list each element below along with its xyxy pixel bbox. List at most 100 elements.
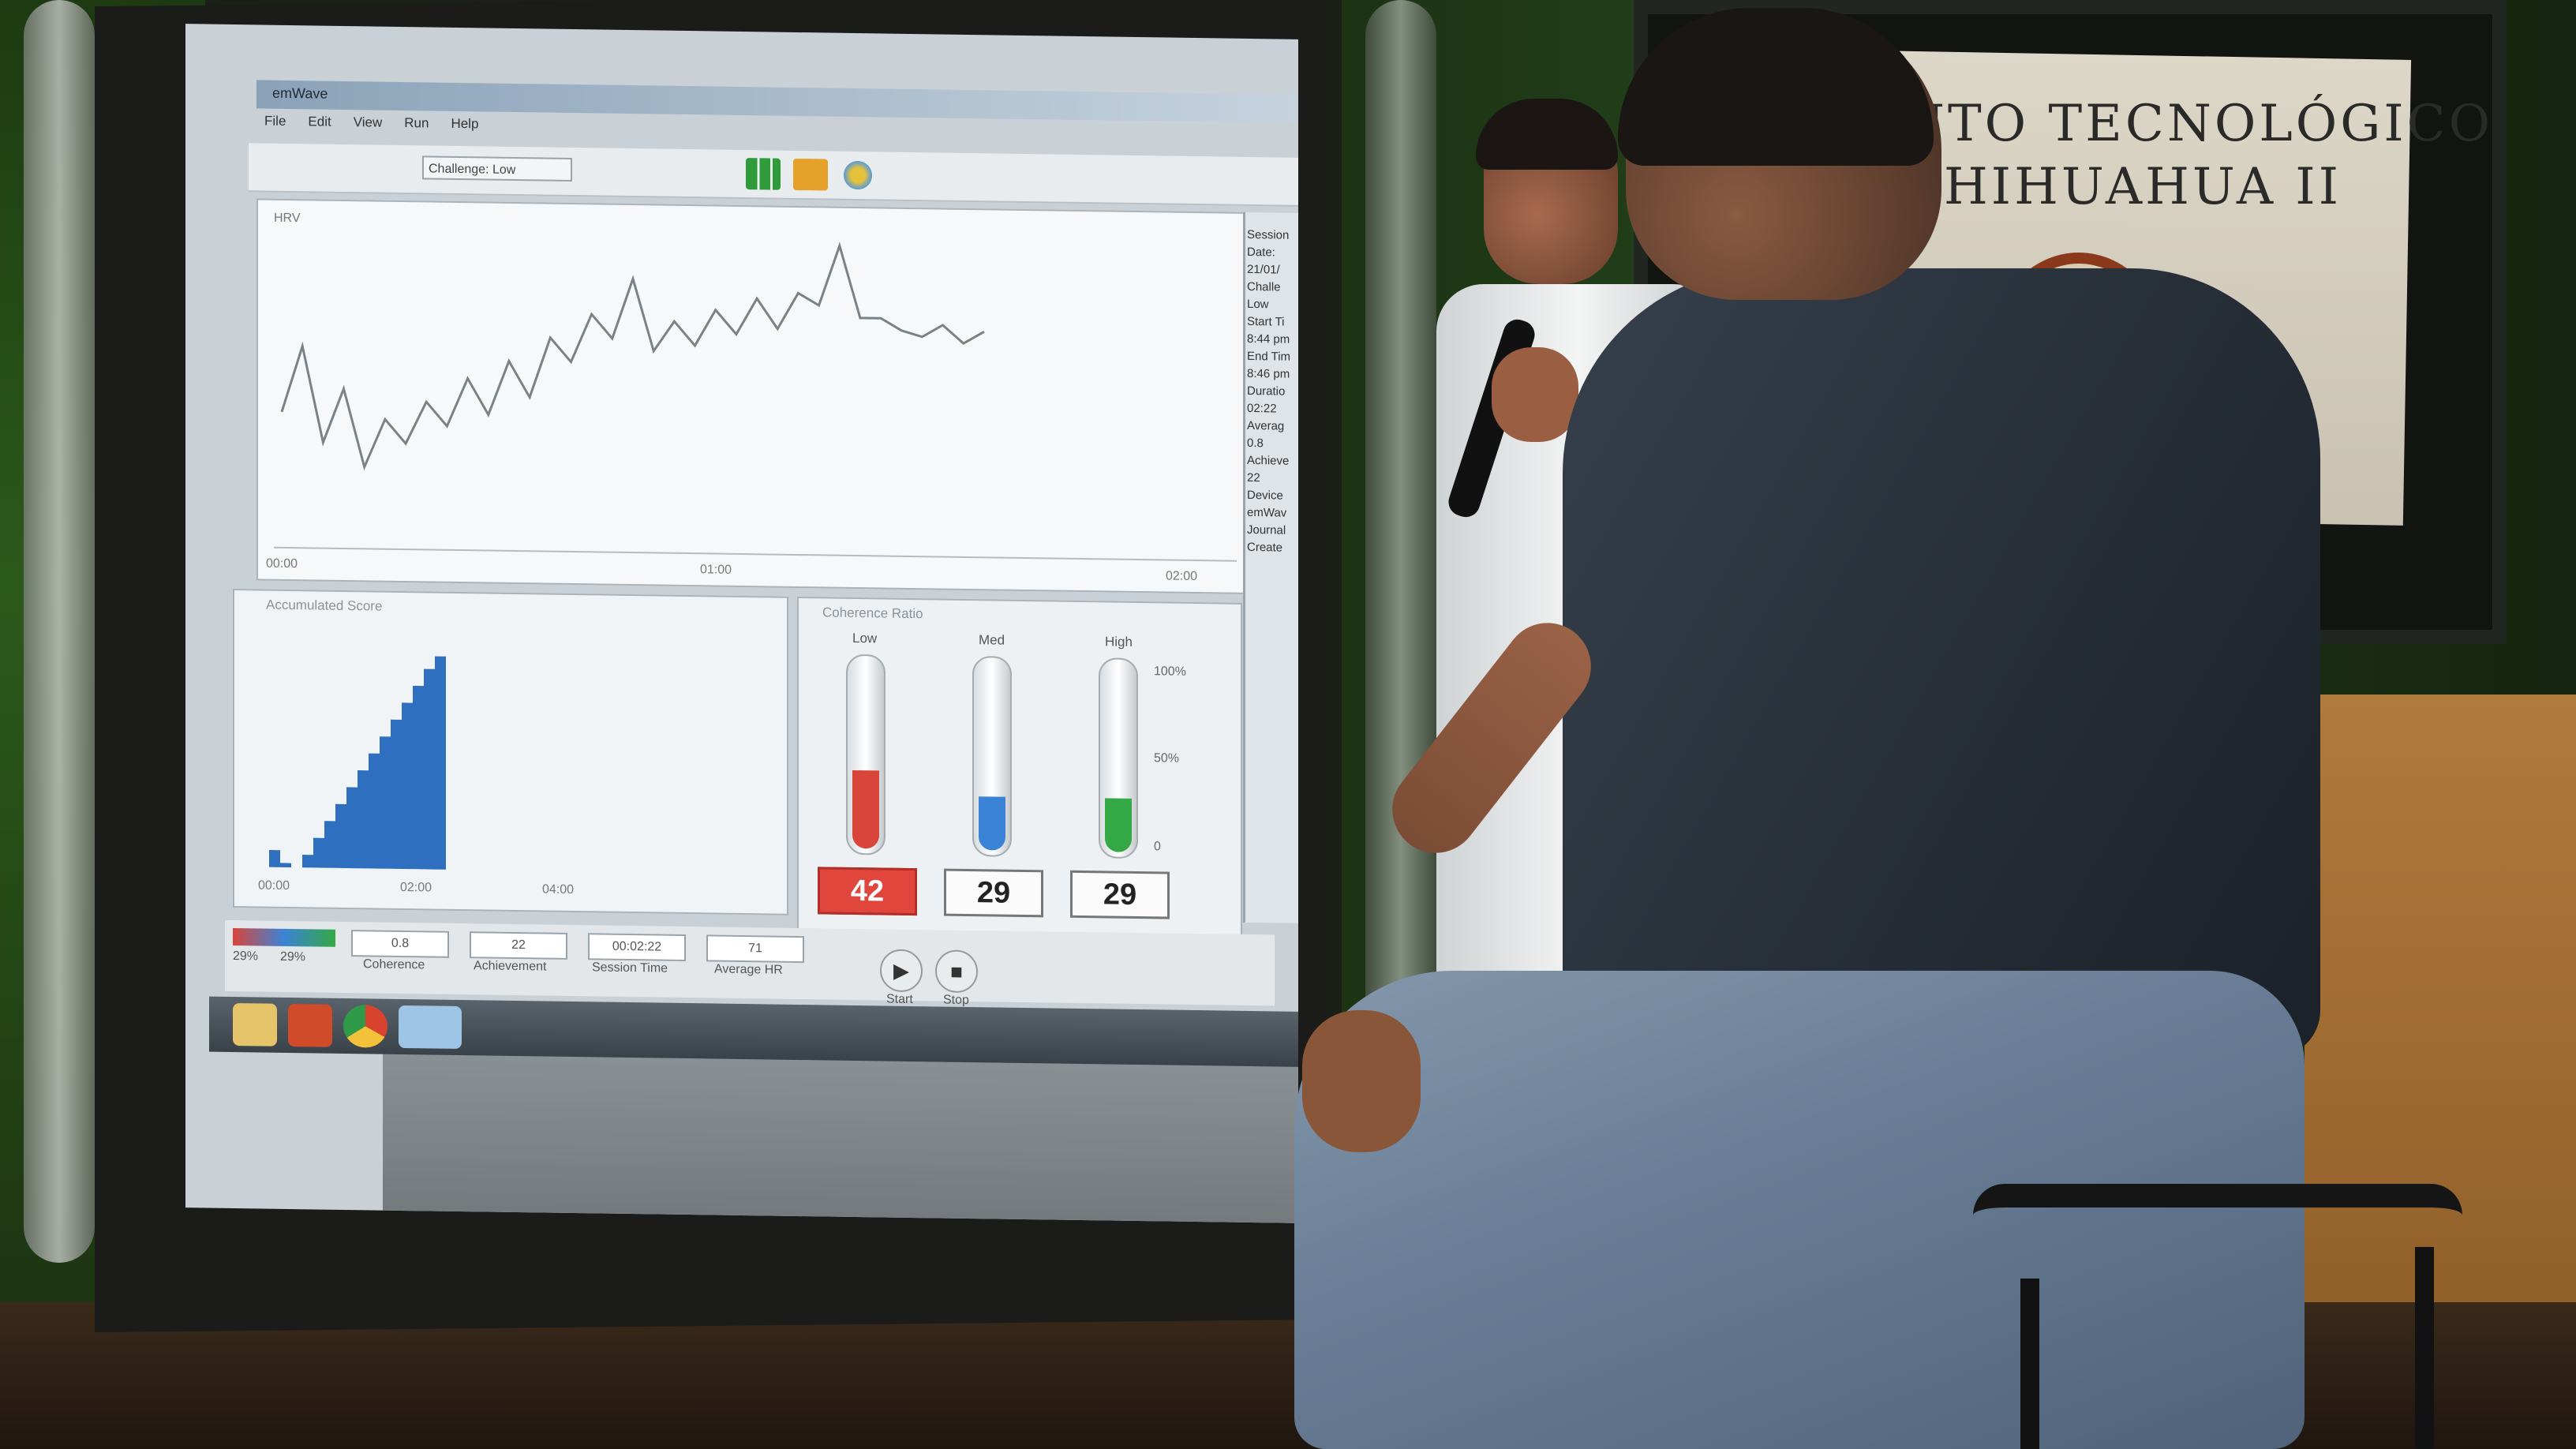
score-high: 29 <box>1070 870 1170 919</box>
legend-pct-1: 29% <box>233 949 259 964</box>
accumulated-bar <box>413 685 424 870</box>
tube-med <box>972 656 1012 857</box>
accumulated-bar <box>424 668 435 870</box>
sidebar-item: emWav <box>1247 505 1287 520</box>
score-low: 42 <box>818 867 917 916</box>
scale-0: 0 <box>1154 840 1161 854</box>
presenter-hair <box>1476 99 1618 170</box>
sidebar-item: 8:46 pm <box>1247 366 1290 381</box>
sidebar-item: Averag <box>1247 418 1285 433</box>
heart-rhythm-icon[interactable] <box>793 158 828 191</box>
stop-button[interactable]: ■ <box>935 949 978 994</box>
menu-run[interactable]: Run <box>404 115 429 131</box>
menu-edit[interactable]: Edit <box>308 114 331 129</box>
seated-man-hand <box>1302 1010 1421 1152</box>
hrv-x-tick-1: 01:00 <box>700 563 732 577</box>
accum-x-tick-0: 00:00 <box>258 878 290 893</box>
score-med: 29 <box>944 868 1043 918</box>
hrv-x-tick-2: 02:00 <box>1166 569 1198 584</box>
tube-fill-high <box>1105 797 1132 852</box>
accumulated-bar <box>402 702 413 870</box>
decorative-wave-left <box>24 0 95 1263</box>
hrv-x-tick-0: 00:00 <box>266 556 298 571</box>
accumulated-bar <box>269 850 280 867</box>
menu-file[interactable]: File <box>264 113 286 129</box>
chair-leg <box>2415 1247 2434 1449</box>
banner-line-1: UTO TECNOLÓGICO <box>1902 95 2494 153</box>
file-explorer-icon[interactable] <box>233 1002 277 1046</box>
achievement-value: 22 <box>470 931 567 960</box>
challenge-select[interactable]: Challenge: Low <box>422 155 572 182</box>
accumulated-score-chart <box>269 656 446 870</box>
average-hr-caption: Average HR <box>714 962 783 977</box>
sidebar-item: Journal <box>1247 522 1286 537</box>
start-caption: Start <box>886 992 913 1007</box>
menu-view[interactable]: View <box>353 114 383 130</box>
balloon-icon[interactable] <box>841 159 875 192</box>
powerpoint-icon[interactable] <box>288 1003 332 1047</box>
sidebar-item: 8:44 pm <box>1247 331 1290 346</box>
window-title: emWave <box>272 84 328 102</box>
stop-icon: ■ <box>950 959 963 983</box>
projected-app: emWave File Edit View Run Help Challenge… <box>185 24 1298 1223</box>
sidebar-item: Challe <box>1247 279 1281 294</box>
sidebar-item: 21/01/ <box>1247 262 1280 277</box>
tube-label-low: Low <box>852 630 878 646</box>
sidebar-item: Achieve <box>1247 453 1290 468</box>
tube-fill-med <box>979 796 1005 851</box>
play-icon: ▶ <box>893 958 909 983</box>
accumulated-bar <box>302 855 313 868</box>
accumulated-bar <box>358 769 369 869</box>
tube-label-med: Med <box>979 632 1005 648</box>
sidebar-item: 02:22 <box>1247 401 1277 416</box>
scale-50: 50% <box>1154 751 1180 766</box>
coherence-title: Coherence Ratio <box>822 605 923 622</box>
scale-100: 100% <box>1154 665 1186 679</box>
sidebar-item: Start Ti <box>1247 314 1285 329</box>
coherence-value: 0.8 <box>351 930 449 958</box>
sidebar-item: Session <box>1247 227 1290 242</box>
sidebar-item: 22 <box>1247 470 1260 485</box>
stop-caption: Stop <box>943 993 969 1008</box>
legend-pct-2: 29% <box>280 949 306 964</box>
tube-label-high: High <box>1105 634 1133 650</box>
sidebar-item: Low <box>1247 297 1269 312</box>
accum-x-tick-1: 02:00 <box>400 880 432 895</box>
hrv-ylabel: HRV <box>274 211 301 226</box>
sidebar-item: Date: <box>1247 245 1275 260</box>
coherence-ratio-panel: Coherence Ratio Low Med High 100% 50% 0 … <box>797 596 1242 938</box>
session-time-caption: Session Time <box>592 960 668 975</box>
sidebar-item: Create <box>1247 540 1283 555</box>
menu-help[interactable]: Help <box>451 115 479 132</box>
accumulated-bar <box>435 656 446 870</box>
accumulated-bar <box>313 837 324 868</box>
tube-high <box>1099 657 1138 859</box>
tube-fill-low <box>852 769 879 849</box>
emwave-taskbar-icon[interactable] <box>399 1005 462 1050</box>
coherence-caption: Coherence <box>363 957 425 972</box>
presenter-hand <box>1492 347 1578 442</box>
accumulated-bar <box>335 803 346 869</box>
accumulated-bar <box>391 719 402 869</box>
sidebar-item: End Tim <box>1247 349 1291 364</box>
hrv-series-line <box>280 242 985 471</box>
session-time-value: 00:02:22 <box>588 933 686 962</box>
sidebar-item: 0.8 <box>1247 436 1264 451</box>
start-button[interactable]: ▶ <box>880 949 923 993</box>
coherence-bars-icon[interactable] <box>746 158 781 190</box>
chair-leg <box>2020 1279 2039 1449</box>
average-hr-value: 71 <box>706 934 804 964</box>
accumulated-bar <box>369 753 380 869</box>
sidebar-item: Device <box>1247 488 1283 503</box>
sidebar-item: Duratio <box>1247 384 1286 399</box>
hrv-x-axis <box>274 546 1237 562</box>
accum-x-tick-2: 04:00 <box>542 882 575 897</box>
chrome-icon[interactable] <box>343 1004 388 1048</box>
accumulated-bar <box>346 787 358 869</box>
menu-bar: File Edit View Run Help <box>264 114 478 140</box>
accumulated-score-panel: Accumulated Score 00:00 02:00 04:00 <box>233 588 788 915</box>
tube-low <box>846 653 886 856</box>
seated-man-hair <box>1618 8 1934 166</box>
accumulated-bar <box>280 863 291 868</box>
